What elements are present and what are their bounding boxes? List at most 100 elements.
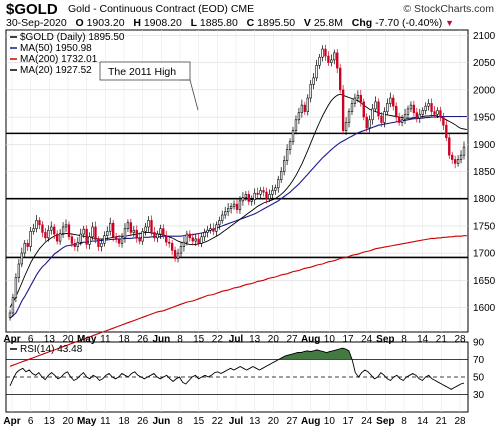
candle-body bbox=[79, 233, 82, 243]
candle bbox=[350, 99, 354, 115]
candle bbox=[300, 99, 304, 118]
price-y-tick-label: 1850 bbox=[473, 167, 496, 178]
candle-body bbox=[365, 116, 368, 129]
candle bbox=[194, 234, 197, 247]
candle-body bbox=[55, 233, 59, 242]
candle bbox=[123, 223, 127, 243]
candle bbox=[38, 217, 41, 230]
candle-body bbox=[244, 194, 248, 198]
rsi-x-tick-label: May bbox=[77, 416, 97, 427]
candle-body bbox=[277, 179, 280, 189]
candle bbox=[451, 151, 454, 164]
candle bbox=[253, 188, 256, 205]
candle bbox=[409, 101, 413, 113]
brand-text[interactable]: © StockCharts.com bbox=[403, 3, 494, 15]
change-value: -7.70 (-0.40%) bbox=[375, 17, 443, 29]
candle bbox=[35, 215, 38, 233]
candle-body bbox=[97, 239, 100, 247]
candle-body bbox=[35, 220, 38, 229]
price-x-tick-label: Sep bbox=[376, 334, 394, 345]
candle bbox=[156, 230, 159, 243]
candle bbox=[309, 80, 312, 103]
candle bbox=[377, 98, 380, 120]
candle bbox=[315, 59, 318, 82]
candle-body bbox=[268, 194, 271, 199]
candle bbox=[41, 220, 44, 238]
rsi-x-tick-label: 27 bbox=[286, 416, 298, 427]
candle bbox=[288, 138, 292, 155]
rsi-x-tick-label: Jun bbox=[152, 416, 170, 427]
candle bbox=[82, 225, 85, 238]
candle-body bbox=[433, 111, 436, 115]
chart-header: $GOLD Gold - Continuous Contract (EOD) C… bbox=[0, 0, 500, 30]
candle-body bbox=[153, 232, 156, 239]
candle-body bbox=[409, 104, 413, 110]
candle bbox=[459, 150, 463, 164]
candle-body bbox=[383, 111, 386, 123]
candle-body bbox=[397, 116, 401, 123]
candle-body bbox=[395, 105, 398, 118]
candle-body bbox=[224, 211, 227, 216]
candle bbox=[61, 222, 65, 238]
candle-body bbox=[274, 187, 277, 191]
candle bbox=[421, 107, 424, 118]
candle bbox=[318, 53, 321, 70]
candle-body bbox=[451, 154, 454, 160]
candle-body bbox=[170, 243, 174, 251]
candle-body bbox=[58, 233, 62, 242]
candle-body bbox=[17, 263, 21, 278]
candle bbox=[280, 167, 283, 183]
candle bbox=[224, 206, 227, 219]
candle bbox=[50, 221, 53, 235]
candle-body bbox=[250, 199, 253, 202]
candle-body bbox=[209, 228, 212, 231]
candle bbox=[212, 223, 215, 236]
legend-entry: MA(200) 1732.01 bbox=[20, 54, 98, 65]
candle-body bbox=[421, 110, 424, 115]
candle bbox=[109, 217, 112, 236]
candle bbox=[100, 239, 103, 252]
candle-body bbox=[427, 103, 430, 107]
candle-body bbox=[324, 48, 327, 57]
candle bbox=[26, 239, 29, 251]
candle bbox=[344, 117, 348, 136]
candle bbox=[215, 221, 218, 236]
price-x-tick-label: Jul bbox=[229, 334, 244, 345]
candle bbox=[32, 223, 35, 235]
candle-body bbox=[448, 137, 451, 156]
candle-body bbox=[117, 239, 121, 244]
candle-body bbox=[85, 228, 88, 245]
candle bbox=[330, 54, 333, 67]
rsi-x-tick-label: 8 bbox=[401, 416, 407, 427]
candle-body bbox=[47, 229, 50, 239]
candle-body bbox=[20, 252, 23, 265]
candle-body bbox=[135, 229, 138, 239]
candle bbox=[397, 112, 401, 126]
candle bbox=[347, 108, 351, 128]
price-x-tick-label: 10 bbox=[324, 334, 336, 345]
quote-date: 30-Sep-2020 bbox=[6, 17, 67, 29]
candle bbox=[380, 112, 383, 127]
candle-body bbox=[303, 104, 306, 112]
candle bbox=[229, 203, 233, 214]
symbol-title: $GOLD bbox=[6, 1, 58, 18]
rsi-y-tick-label: 30 bbox=[473, 390, 485, 401]
candle-body bbox=[406, 108, 410, 115]
candle bbox=[17, 259, 21, 283]
candle-body bbox=[456, 159, 460, 164]
candle bbox=[439, 106, 442, 122]
candle bbox=[153, 226, 156, 242]
candle-body bbox=[11, 297, 15, 314]
candle-body bbox=[141, 231, 144, 242]
candle-body bbox=[23, 243, 26, 254]
candle bbox=[126, 219, 130, 232]
candle bbox=[462, 141, 466, 160]
candle bbox=[114, 232, 118, 243]
candle bbox=[76, 237, 79, 252]
candle-body bbox=[327, 55, 330, 63]
candle-body bbox=[159, 228, 162, 235]
candle-body bbox=[439, 110, 442, 118]
rsi-legend-entry: RSI(14) 43.48 bbox=[20, 344, 83, 355]
candle-body bbox=[176, 252, 180, 259]
price-x-tick-label: Jun bbox=[152, 334, 170, 345]
